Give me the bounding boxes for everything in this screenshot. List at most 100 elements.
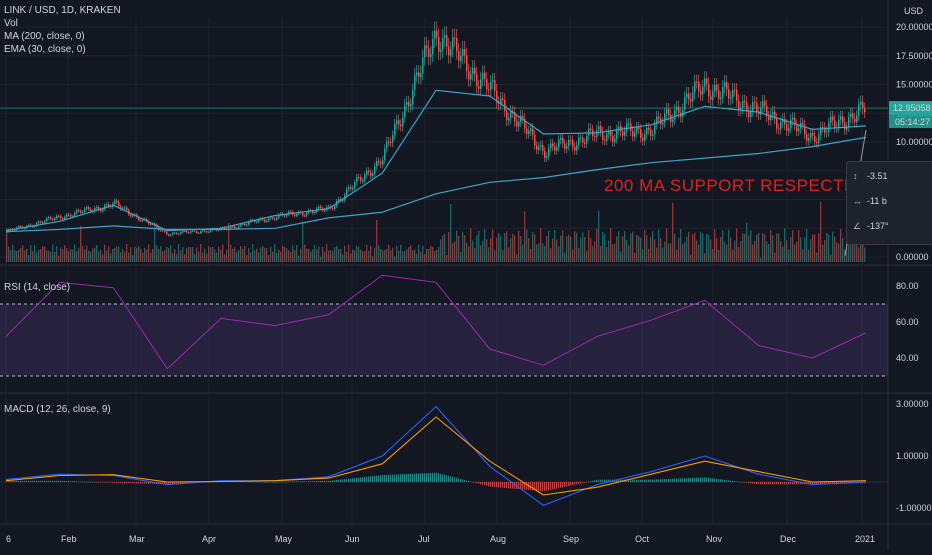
macd-hist-bar xyxy=(608,479,610,482)
macd-hist-bar xyxy=(818,482,820,485)
macd-hist-bar xyxy=(814,482,816,485)
rsi-label[interactable]: RSI (14, close) xyxy=(4,282,71,293)
candle-body xyxy=(582,137,584,143)
price-range-icon: ↕ xyxy=(853,171,858,181)
macd-hist-bar xyxy=(42,480,44,482)
macd-hist-bar xyxy=(50,480,52,482)
candle-body xyxy=(78,210,80,212)
volume-bar xyxy=(178,244,180,262)
symbol-title[interactable]: LINK / USD, 1D, KRAKEN xyxy=(4,5,121,16)
macd-hist-bar xyxy=(432,472,434,482)
macd-hist-bar xyxy=(32,480,34,482)
volume-bar xyxy=(538,243,540,262)
macd-hist-bar xyxy=(410,473,412,482)
macd-hist-bar xyxy=(118,482,120,483)
volume-bar xyxy=(230,244,232,262)
candle-body xyxy=(472,67,474,74)
candle-body xyxy=(404,105,406,118)
candle-body xyxy=(540,144,542,147)
volume-bar xyxy=(826,232,828,262)
candle-body xyxy=(370,172,372,176)
volume-bar xyxy=(276,252,278,262)
candle-body xyxy=(528,130,530,134)
macd-hist-bar xyxy=(662,479,664,482)
volume-bar xyxy=(150,252,152,262)
volume-bar xyxy=(124,251,126,262)
candle-body xyxy=(150,223,152,225)
vol-label[interactable]: Vol xyxy=(4,18,18,29)
volume-bar xyxy=(508,247,510,262)
macd-hist-bar xyxy=(434,472,436,482)
currency-label: USD xyxy=(904,6,924,16)
macd-hist-bar xyxy=(358,477,360,482)
volume-bar xyxy=(298,255,300,262)
macd-hist-bar xyxy=(370,476,372,482)
candle-body xyxy=(798,128,800,132)
volume-bar xyxy=(370,245,372,262)
candle-body xyxy=(386,141,388,149)
candle-body xyxy=(602,131,604,140)
measure-tool-panel[interactable]: ↕ -3.51 ↔ -11 b ∠ -137° xyxy=(846,161,932,245)
volume-bar xyxy=(24,250,26,262)
macd-hist-bar xyxy=(114,482,116,483)
candle-body xyxy=(478,86,480,89)
macd-hist-bar xyxy=(186,482,188,484)
volume-bar xyxy=(266,247,268,262)
macd-hist-bar xyxy=(764,482,766,485)
macd-label[interactable]: MACD (12, 26, close, 9) xyxy=(4,404,111,415)
macd-hist-bar xyxy=(590,481,592,482)
macd-hist-bar xyxy=(704,477,706,482)
countdown-label: 05:14:27 xyxy=(895,117,930,127)
candle-body xyxy=(366,170,368,176)
volume-bar xyxy=(740,241,742,262)
candle-body xyxy=(856,115,858,123)
volume-bar xyxy=(832,231,834,262)
macd-hist-bar xyxy=(480,482,482,485)
macd-hist-bar xyxy=(534,482,536,491)
candle-body xyxy=(764,101,766,106)
candle-body xyxy=(772,111,774,115)
candle-body xyxy=(638,127,640,130)
ema-label[interactable]: EMA (30, close, 0) xyxy=(4,44,86,55)
volume-bar xyxy=(466,242,468,262)
volume-bar xyxy=(794,244,796,262)
candle-body xyxy=(266,220,268,222)
volume-bar xyxy=(468,246,470,262)
candle-body xyxy=(804,124,806,135)
volume-bar xyxy=(588,229,590,262)
ma-label[interactable]: MA (200, close, 0) xyxy=(4,31,85,42)
volume-bar xyxy=(444,233,446,262)
candle-body xyxy=(82,211,84,213)
macd-hist-bar xyxy=(620,479,622,482)
volume-bar xyxy=(614,243,616,262)
candle-body xyxy=(320,206,322,209)
candle-body xyxy=(284,215,286,217)
candle-body xyxy=(724,82,726,88)
macd-hist-bar xyxy=(124,482,126,484)
volume-bar xyxy=(432,247,434,262)
macd-hist-bar xyxy=(38,480,40,482)
macd-hist-bar xyxy=(374,475,376,482)
macd-hist-bar xyxy=(588,481,590,483)
macd-hist-bar xyxy=(700,477,702,482)
macd-hist-bar xyxy=(592,480,594,482)
volume-bar xyxy=(434,250,436,262)
volume-bar xyxy=(528,238,530,262)
volume-bar xyxy=(368,250,370,262)
volume-bar xyxy=(372,256,374,262)
volume-bar xyxy=(734,240,736,262)
candle-body xyxy=(58,215,60,217)
candle-body xyxy=(542,144,544,151)
macd-hist-bar xyxy=(134,482,136,484)
volume-bar xyxy=(176,253,178,262)
volume-bar xyxy=(236,252,238,262)
countdown-tag xyxy=(889,115,932,129)
macd-hist-bar xyxy=(344,479,346,482)
volume-bar xyxy=(38,249,40,262)
macd-hist-bar xyxy=(326,480,328,482)
candle-body xyxy=(474,67,476,75)
candle-body xyxy=(172,233,174,235)
volume-bar xyxy=(744,233,746,262)
